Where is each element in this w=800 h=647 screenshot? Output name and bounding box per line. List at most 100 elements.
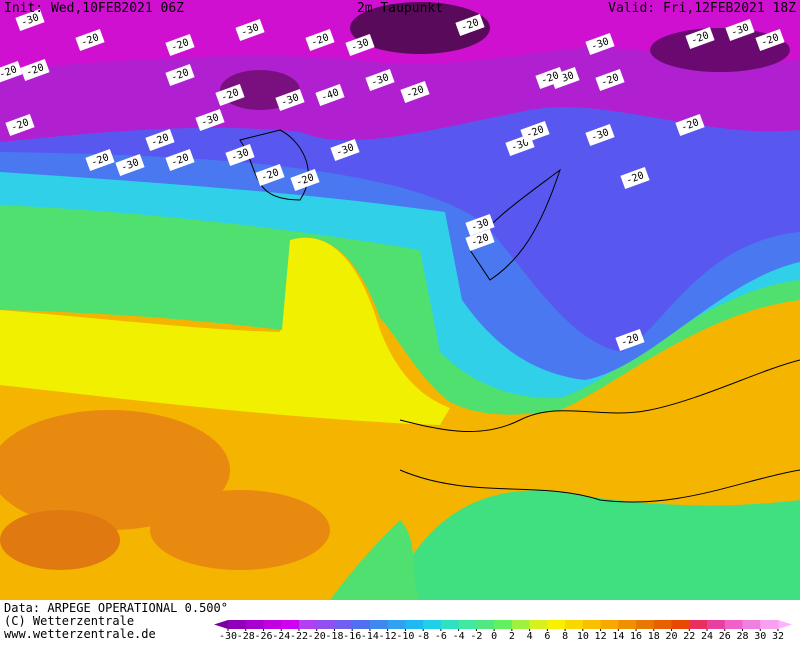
colorbar-bin xyxy=(387,620,406,629)
contour-label: -30 xyxy=(275,88,305,112)
contour-label: -20 xyxy=(20,58,50,82)
data-source: Data: ARPEGE OPERATIONAL 0.500° xyxy=(4,601,228,615)
colorbar-bin xyxy=(494,620,513,629)
label-box xyxy=(165,63,195,87)
map-field xyxy=(0,0,800,600)
colorbar-tick-label: 10 xyxy=(577,631,589,642)
label-box xyxy=(215,83,245,107)
contour-label: -30 xyxy=(330,138,360,162)
colorbar-tick-label: -18 xyxy=(325,631,343,642)
label-box xyxy=(305,28,335,52)
colorbar-bin xyxy=(529,620,548,629)
colorbar-bin xyxy=(281,620,300,629)
contour-label: -20 xyxy=(215,83,245,107)
colorbar-tick-label: 8 xyxy=(562,631,568,642)
label-box xyxy=(165,148,195,172)
colorbar-bin xyxy=(423,620,442,629)
colorbar-bin xyxy=(476,620,495,629)
contour-label: -30 xyxy=(365,68,395,92)
label-box xyxy=(345,33,375,57)
colorbar-tick-label: 30 xyxy=(754,631,766,642)
colorbar-bin xyxy=(724,620,744,629)
colorbar-tick-label: -6 xyxy=(435,631,447,642)
colorbar-bin xyxy=(298,620,318,629)
colorbar-bin xyxy=(582,620,602,629)
colorbar-tick-label: -26 xyxy=(254,631,272,642)
map-title: 2m Taupunkt xyxy=(357,1,443,16)
colorbar-tick-label: 28 xyxy=(736,631,748,642)
contour-label: -20 xyxy=(535,66,565,90)
contour-label: -30 xyxy=(235,18,265,42)
contour-label: -20 xyxy=(165,63,195,87)
colorbar-tick-label: 6 xyxy=(544,631,550,642)
label-box xyxy=(455,13,485,37)
colorbar-bin xyxy=(440,620,460,629)
label-box xyxy=(615,328,645,352)
contour-label: -30 xyxy=(725,18,755,42)
colorbar-bin xyxy=(245,620,264,629)
colorbar-tick-label: 4 xyxy=(527,631,533,642)
contour-label: -20 xyxy=(165,33,195,57)
contour-label: -20 xyxy=(620,166,650,190)
colorbar-tick-label: -16 xyxy=(343,631,361,642)
colorbar-over xyxy=(778,620,792,629)
contour-label: -30 xyxy=(345,33,375,57)
colorbar-bin xyxy=(369,620,389,629)
colorbar-tick-label: 2 xyxy=(509,631,515,642)
colorbar-bin xyxy=(671,620,690,629)
colorbar-bin xyxy=(742,620,761,629)
colorbar-bin xyxy=(352,620,371,629)
colorbar-tick-label: 20 xyxy=(666,631,678,642)
colorbar-under xyxy=(214,620,228,629)
label-box xyxy=(15,8,45,32)
label-box xyxy=(75,28,105,52)
label-box xyxy=(585,123,615,147)
colorbar-bin xyxy=(405,620,424,629)
label-box xyxy=(115,153,145,177)
label-box xyxy=(20,58,50,82)
label-box xyxy=(225,143,255,167)
valid-time: Valid: Fri,12FEB2021 18Z xyxy=(608,1,796,16)
contour-label: -20 xyxy=(75,28,105,52)
label-box xyxy=(315,83,345,107)
colorbar-bin xyxy=(228,620,247,629)
colorbar-tick-label: -4 xyxy=(453,631,465,642)
label-box xyxy=(620,166,650,190)
label-box xyxy=(465,213,495,237)
contour-label: -30 xyxy=(195,108,225,132)
copyright: (C) Wetterzentrale xyxy=(4,614,134,628)
contour-label: -20 xyxy=(465,228,495,252)
init-time: Init: Wed,10FEB2021 06Z xyxy=(4,1,184,16)
colorbar-bin xyxy=(547,620,566,629)
contour-label: -20 xyxy=(255,163,285,187)
label-box xyxy=(145,128,175,152)
colorbar-tick-label: -22 xyxy=(290,631,308,642)
contour-label: -20 xyxy=(85,148,115,172)
colorbar-bin xyxy=(600,620,619,629)
contour-label: -20 xyxy=(685,26,715,50)
colorbar-tick-label: 14 xyxy=(612,631,624,642)
colorbar-bin xyxy=(760,620,779,629)
colorbar-bin xyxy=(707,620,726,629)
colorbar-bin xyxy=(636,620,655,629)
contour-label: -30 xyxy=(465,213,495,237)
colorbar-bin xyxy=(334,620,353,629)
label-box xyxy=(675,113,705,137)
colorbar-tick-label: 18 xyxy=(648,631,660,642)
colorbar-tick-label: 16 xyxy=(630,631,642,642)
colorbar-tick-label: 26 xyxy=(719,631,731,642)
colorbar-tick-label: -8 xyxy=(417,631,429,642)
label-box xyxy=(725,18,755,42)
label-box xyxy=(275,88,305,112)
label-box xyxy=(535,66,565,90)
colorbar-tick-label: -24 xyxy=(272,631,290,642)
website: www.wetterzentrale.de xyxy=(4,627,156,641)
colorbar-bin xyxy=(263,620,282,629)
label-box xyxy=(465,228,495,252)
label-box xyxy=(585,32,615,56)
label-box xyxy=(330,138,360,162)
contour-label: -30 xyxy=(585,32,615,56)
colorbar-bin xyxy=(316,620,335,629)
contour-label: -20 xyxy=(755,28,785,52)
